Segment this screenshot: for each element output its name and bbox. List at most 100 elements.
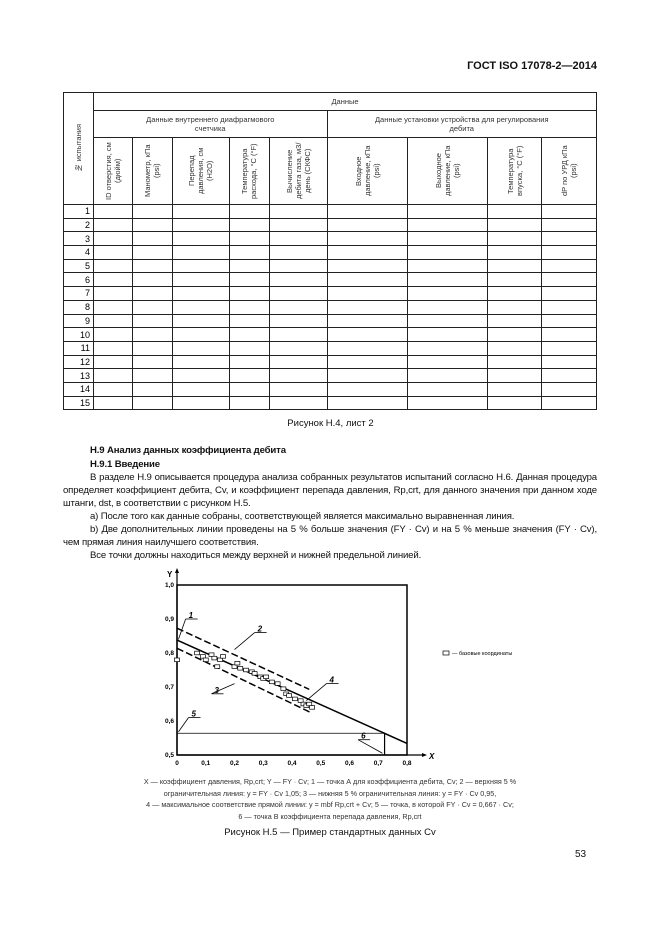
row-number: 4 [63,245,94,260]
table-row: 8 [63,299,597,315]
table-row: 11 [63,340,597,356]
table-cell [92,327,134,342]
x-tick-label: 0,2 [230,760,239,767]
group-header-1: Данные внутреннего диафрагмового счетчик… [93,110,328,138]
table-cell [268,217,328,233]
table-cell [486,299,543,315]
table-row: 3 [63,231,597,247]
table-cell [486,286,543,301]
table-cell [132,313,173,329]
legend-line: 6 — точка В коэффициента перепада давлен… [238,811,422,821]
callout-label: 4 [329,676,335,685]
table-cell [171,258,231,274]
column-header: dP по УРД кПа (psi) [541,137,597,205]
figure-caption: Рисунок Н.5 — Пример стандартных данных … [224,827,436,838]
table-cell [406,286,489,301]
callout-label: 2 [257,625,263,634]
line-3 [176,647,313,714]
table-cell [171,340,231,356]
table-cell [406,245,489,260]
table-cell [171,368,231,383]
column-header: Манометр, кПа (psi) [132,137,173,205]
table-cell [92,231,134,247]
data-point [292,696,298,702]
line-2 [176,627,310,691]
y-tick-label: 0,5 [165,752,174,759]
table-row: 6 [63,272,597,288]
data-point [211,655,218,661]
column-header: Входное давление, кПа (psi) [326,137,408,205]
row-header: № испытания [63,92,94,205]
page-number: 53 [575,849,587,860]
table-cell [541,313,597,329]
data-point [280,686,287,691]
table-cell [406,217,489,233]
data-point [274,681,281,686]
table-cell [171,381,231,397]
table-cell [229,204,270,219]
table-cell [229,286,270,301]
row-number: 5 [63,258,94,274]
table-cell [229,395,270,411]
table-cell [229,258,270,274]
column-header: Выходное давление, кПа (psi) [406,137,489,205]
table-cell [171,245,231,260]
table-cell [229,340,270,356]
table-cell [326,368,408,383]
table-cell [92,299,134,315]
column-header: Перепад давления, см (H2O) [171,137,231,205]
data-point [234,661,241,666]
x-tick-label: 0,1 [201,760,210,767]
callout-leader [211,683,235,695]
table-cell [229,217,270,233]
table-cell [268,231,328,247]
table-caption: Рисунок Н.4, лист 2 [287,418,374,429]
table-cell [541,258,597,274]
data-point [297,698,304,703]
table-row: 10 [63,327,597,342]
table-cell [229,231,270,247]
data-point [263,674,269,679]
top-header: Данные [93,92,597,111]
y-axis-label: Y [167,570,173,579]
table-cell [486,272,543,288]
table-row: 7 [63,286,597,301]
table-cell [92,368,134,383]
table-cell [326,340,408,356]
table-cell [268,204,328,219]
table-cell [171,395,231,411]
data-point [208,652,215,657]
table-cell [268,395,328,411]
callout-label: 1 [189,611,194,620]
row-number: 9 [63,313,94,329]
table-cell [132,395,173,411]
y-arrow-icon [175,568,179,573]
table-cell [406,340,489,356]
group-header-2: Данные установки устройства для регулиро… [326,110,597,138]
row-number: 1 [63,204,94,219]
paragraph: В разделе Н.9 описывается процедура анал… [63,472,597,509]
table-cell [326,299,408,315]
column-header: Температура расхода, °C (°F) [229,137,270,205]
data-point [231,664,238,669]
legend-text: базовые координаты [459,651,512,657]
table-cell [406,368,489,383]
table-cell [92,286,134,301]
table-cell [268,381,328,397]
legend-label: — базовые координаты [452,651,512,657]
table-cell [92,258,134,274]
table-cell [229,368,270,383]
table-cell [326,217,408,233]
data-point [220,654,226,659]
table-cell [132,354,173,370]
table-cell [171,354,231,370]
table-cell [92,313,134,329]
table-cell [92,245,134,260]
x-tick-label: 0,3 [259,760,268,767]
x-tick-label: 0,8 [402,760,411,767]
x-arrow-icon [422,753,427,757]
table-cell [486,354,543,370]
paragraph: Все точки должны находиться между верхне… [90,550,422,561]
table-cell [486,245,543,260]
